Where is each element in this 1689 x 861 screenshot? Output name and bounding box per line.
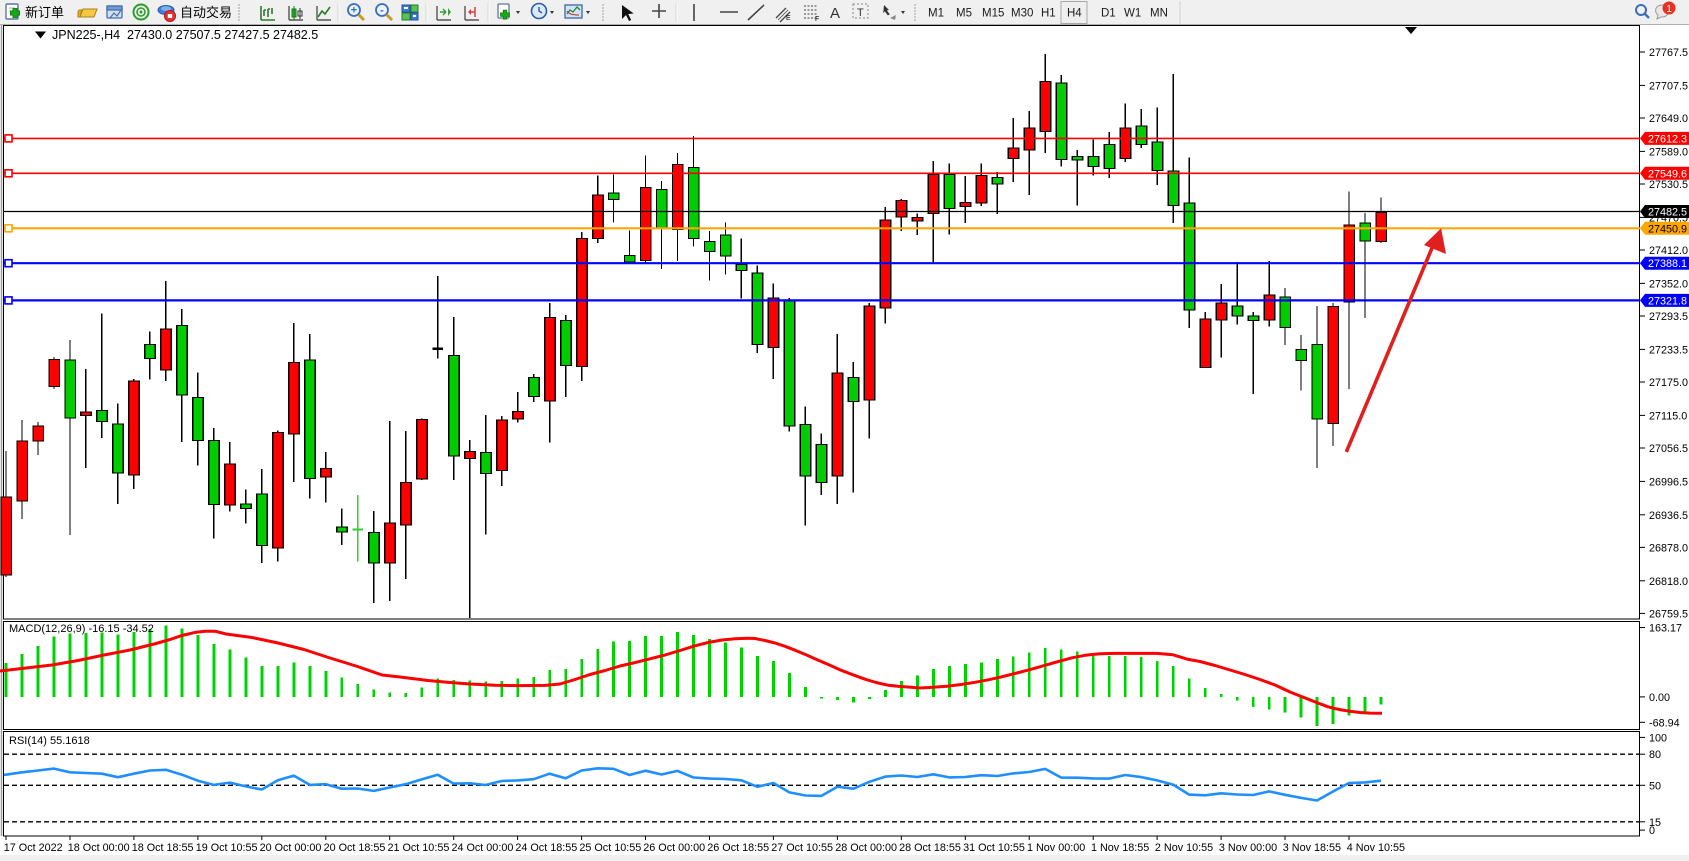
svg-text:3 Nov 18:55: 3 Nov 18:55 (1283, 842, 1341, 854)
svg-text:17 Oct 2022: 17 Oct 2022 (4, 842, 63, 854)
svg-text:W1: W1 (1124, 8, 1141, 20)
svg-text:自动交易: 自动交易 (180, 5, 232, 20)
svg-text:H1: H1 (1041, 8, 1056, 20)
svg-text:26 Oct 00:00: 26 Oct 00:00 (643, 842, 705, 854)
svg-text:26 Oct 18:55: 26 Oct 18:55 (707, 842, 769, 854)
svg-text:21 Oct 10:55: 21 Oct 10:55 (388, 842, 450, 854)
svg-text:31 Oct 10:55: 31 Oct 10:55 (963, 842, 1025, 854)
svg-text:27293.5: 27293.5 (1649, 311, 1688, 323)
svg-text:26878.0: 26878.0 (1649, 542, 1688, 554)
svg-text:26996.5: 26996.5 (1649, 476, 1688, 488)
svg-text:27450.9: 27450.9 (1648, 223, 1687, 235)
svg-text:27530.5: 27530.5 (1649, 179, 1688, 191)
svg-text:80: 80 (1649, 749, 1661, 761)
svg-text:H4: H4 (1067, 8, 1082, 20)
svg-text:-68.94: -68.94 (1649, 717, 1680, 729)
svg-text:D1: D1 (1101, 8, 1116, 20)
svg-text:18 Oct 00:00: 18 Oct 00:00 (68, 842, 130, 854)
svg-text:27589.0: 27589.0 (1649, 146, 1688, 158)
svg-text:E: E (786, 15, 791, 22)
svg-text:27175.0: 27175.0 (1649, 377, 1688, 389)
svg-text:27412.0: 27412.0 (1649, 245, 1688, 257)
svg-text:JPN225-,H4 27430.0 27507.5 27: JPN225-,H4 27430.0 27507.5 27427.5 27482… (52, 28, 318, 42)
svg-text:M1: M1 (928, 8, 944, 20)
svg-text:28 Oct 18:55: 28 Oct 18:55 (899, 842, 961, 854)
svg-text:0.00: 0.00 (1649, 692, 1670, 704)
svg-text:RSI(14) 55.1618: RSI(14) 55.1618 (9, 735, 90, 747)
svg-text:3 Nov 00:00: 3 Nov 00:00 (1219, 842, 1277, 854)
svg-text:新订单: 新订单 (25, 5, 64, 20)
svg-text:4 Nov 10:55: 4 Nov 10:55 (1347, 842, 1405, 854)
svg-text:M30: M30 (1011, 8, 1033, 20)
svg-text:0: 0 (1649, 825, 1655, 837)
svg-text:26818.0: 26818.0 (1649, 576, 1688, 588)
svg-text:100: 100 (1649, 732, 1667, 744)
svg-text:27233.5: 27233.5 (1649, 344, 1688, 356)
svg-text:50: 50 (1649, 780, 1661, 792)
svg-text:15: 15 (1649, 817, 1661, 829)
svg-text:19 Oct 10:55: 19 Oct 10:55 (196, 842, 258, 854)
svg-text:-: - (380, 5, 384, 17)
svg-text:24 Oct 18:55: 24 Oct 18:55 (515, 842, 577, 854)
svg-text:27352.0: 27352.0 (1649, 278, 1688, 290)
svg-text:27707.5: 27707.5 (1649, 80, 1688, 92)
svg-text:27482.5: 27482.5 (1648, 207, 1687, 219)
svg-text:F: F (815, 16, 819, 23)
svg-text:M15: M15 (982, 8, 1004, 20)
svg-text:MN: MN (1150, 8, 1168, 20)
svg-text:163.17: 163.17 (1649, 623, 1682, 635)
svg-text:26759.5: 26759.5 (1649, 608, 1688, 620)
svg-text:27767.5: 27767.5 (1649, 47, 1688, 59)
svg-text:A: A (830, 5, 840, 22)
svg-text:27115.0: 27115.0 (1649, 410, 1687, 422)
svg-text:1 Nov 00:00: 1 Nov 00:00 (1027, 842, 1085, 854)
svg-text:1 Nov 18:55: 1 Nov 18:55 (1091, 842, 1149, 854)
svg-text:27321.8: 27321.8 (1648, 295, 1687, 307)
svg-text:27056.5: 27056.5 (1649, 443, 1688, 455)
svg-text:28 Oct 00:00: 28 Oct 00:00 (835, 842, 897, 854)
svg-text:27388.1: 27388.1 (1648, 258, 1687, 270)
svg-text:1: 1 (1666, 4, 1672, 15)
svg-text:20 Oct 18:55: 20 Oct 18:55 (324, 842, 386, 854)
svg-text:26936.5: 26936.5 (1649, 510, 1688, 522)
svg-text:+: + (351, 5, 357, 17)
svg-text:27612.3: 27612.3 (1648, 133, 1687, 145)
svg-text:27649.0: 27649.0 (1649, 113, 1688, 125)
svg-text:25 Oct 10:55: 25 Oct 10:55 (579, 842, 641, 854)
svg-text:2 Nov 10:55: 2 Nov 10:55 (1155, 842, 1213, 854)
svg-text:18 Oct 18:55: 18 Oct 18:55 (132, 842, 194, 854)
svg-text:20 Oct 00:00: 20 Oct 00:00 (260, 842, 322, 854)
svg-text:24 Oct 00:00: 24 Oct 00:00 (452, 842, 514, 854)
svg-text:MACD(12,26,9) -16.15 -34.52: MACD(12,26,9) -16.15 -34.52 (9, 623, 154, 635)
svg-text:M5: M5 (956, 8, 972, 20)
svg-text:27 Oct 10:55: 27 Oct 10:55 (771, 842, 833, 854)
svg-text:T: T (857, 7, 864, 19)
svg-text:27549.6: 27549.6 (1648, 168, 1687, 180)
